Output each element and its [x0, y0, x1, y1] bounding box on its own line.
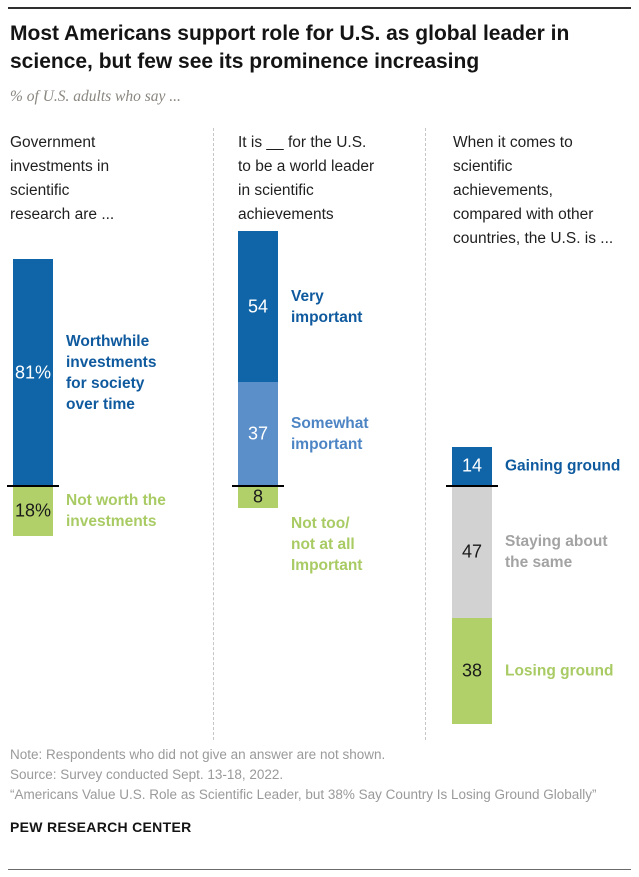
note-line: Note: Respondents who did not give an an…	[10, 747, 386, 762]
panel-government-investments: Government investments in scientific res…	[0, 125, 213, 745]
segment-label-gaining-ground: Gaining ground	[505, 457, 621, 475]
panel-question: Government investments in scientific res…	[10, 134, 115, 223]
bar-value-somewhat-important: 37	[247, 423, 269, 444]
bar-segment-losing-ground	[452, 617, 492, 724]
bar-value-very-important: 54	[247, 296, 269, 317]
bar-value-gaining-ground: 14	[461, 455, 483, 476]
chart-title: Most Americans support role for U.S. as …	[10, 22, 570, 73]
segment-label-staying-the-same: Staying about the same	[505, 532, 608, 571]
bar-value-not-important: 8	[252, 486, 263, 507]
top-rule	[8, 7, 631, 9]
segment-label-worthwhile-investments: Worthwhile investments for society over …	[66, 332, 157, 413]
chart-subtitle: % of U.S. adults who say ...	[10, 88, 181, 105]
panel-question: When it comes to scientific achievements…	[453, 134, 614, 247]
axis-line	[232, 485, 284, 487]
panel-compared-with-countries: When it comes to scientific achievements…	[425, 125, 639, 745]
segment-label-not-worth-investments: Not worth the investments	[66, 492, 166, 531]
bar-value-worthwhile-investments: 81%	[14, 362, 52, 383]
footer: Note: Respondents who did not give an an…	[10, 745, 630, 837]
panel-divider-2	[425, 128, 426, 740]
bar-segment-somewhat-important	[238, 382, 278, 486]
axis-line	[446, 485, 498, 487]
axis-line	[7, 485, 59, 487]
segment-label-not-important: Not too/ not at all Important	[291, 515, 363, 575]
bar-segment-worthwhile-investments	[13, 259, 53, 486]
bar-segment-not-worth-investments	[13, 486, 53, 537]
segment-label-somewhat-important: Somewhat important	[291, 415, 369, 454]
panel-world-leader-importance: It is __ for the U.S. to be a world lead…	[213, 125, 425, 745]
bar-value-losing-ground: 38	[461, 660, 483, 681]
segment-label-losing-ground: Losing ground	[505, 662, 614, 680]
source-line: Source: Survey conducted Sept. 13-18, 20…	[10, 767, 284, 782]
bar-segment-very-important	[238, 231, 278, 383]
segment-label-very-important: Very important	[291, 287, 363, 326]
bar-segment-staying-the-same	[452, 486, 492, 618]
brand-pew-research-center: PEW RESEARCH CENTER	[10, 819, 192, 835]
panel-divider-1	[213, 128, 214, 740]
bar-segment-gaining-ground	[452, 446, 492, 486]
bar-value-staying-the-same: 47	[461, 541, 483, 562]
report-title-line: “Americans Value U.S. Role as Scientific…	[10, 787, 597, 802]
panel-question: It is __ for the U.S. to be a world lead…	[238, 134, 375, 223]
bottom-rule	[8, 869, 631, 870]
bar-value-not-worth-investments: 18%	[14, 500, 52, 521]
bar-segment-not-important	[238, 486, 278, 509]
chart-area: Government investments in scientific res…	[0, 125, 639, 745]
